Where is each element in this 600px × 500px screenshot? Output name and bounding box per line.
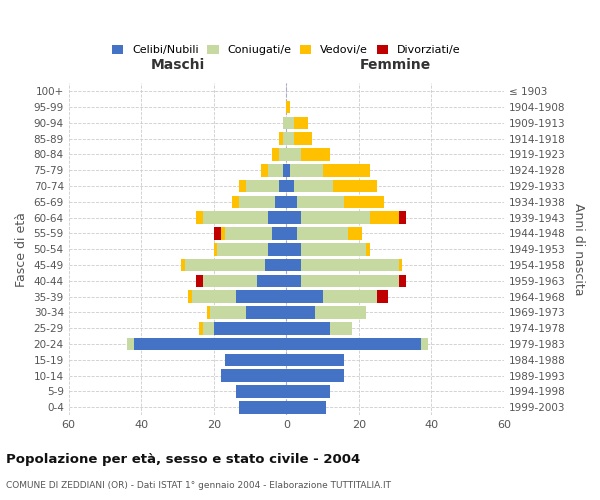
Bar: [203, 212, 268, 224]
Bar: [214, 243, 217, 256]
Bar: [330, 322, 352, 334]
Bar: [134, 338, 286, 350]
Bar: [210, 306, 247, 319]
Bar: [399, 258, 403, 272]
Bar: [370, 212, 399, 224]
Bar: [286, 274, 301, 287]
Bar: [275, 196, 286, 208]
Bar: [344, 196, 384, 208]
Bar: [301, 258, 399, 272]
Bar: [247, 180, 279, 192]
Y-axis label: Anni di nascita: Anni di nascita: [572, 203, 585, 296]
Bar: [286, 116, 293, 129]
Bar: [290, 164, 323, 176]
Bar: [203, 274, 257, 287]
Bar: [203, 322, 214, 334]
Text: Popolazione per età, sesso e stato civile - 2004: Popolazione per età, sesso e stato civil…: [6, 452, 360, 466]
Bar: [239, 196, 275, 208]
Bar: [286, 227, 297, 240]
Bar: [286, 196, 297, 208]
Bar: [239, 180, 247, 192]
Bar: [272, 227, 286, 240]
Bar: [297, 196, 344, 208]
Bar: [206, 306, 210, 319]
Bar: [236, 385, 286, 398]
Bar: [348, 227, 362, 240]
Bar: [196, 274, 203, 287]
Bar: [192, 290, 236, 303]
Bar: [286, 180, 293, 192]
Bar: [377, 290, 388, 303]
Bar: [279, 180, 286, 192]
Text: Femmine: Femmine: [359, 58, 431, 72]
Bar: [366, 243, 370, 256]
Bar: [257, 274, 286, 287]
Bar: [286, 148, 301, 161]
Bar: [283, 132, 286, 145]
Bar: [286, 100, 290, 114]
Text: COMUNE DI ZEDDIANI (OR) - Dati ISTAT 1° gennaio 2004 - Elaborazione TUTTITALIA.I: COMUNE DI ZEDDIANI (OR) - Dati ISTAT 1° …: [6, 480, 391, 490]
Bar: [199, 322, 203, 334]
Bar: [301, 274, 399, 287]
Bar: [214, 322, 286, 334]
Bar: [217, 243, 268, 256]
Bar: [286, 354, 344, 366]
Bar: [323, 290, 377, 303]
Bar: [196, 212, 203, 224]
Bar: [334, 180, 377, 192]
Bar: [399, 212, 406, 224]
Bar: [188, 290, 192, 303]
Bar: [399, 274, 406, 287]
Bar: [286, 258, 301, 272]
Bar: [421, 338, 428, 350]
Bar: [316, 306, 366, 319]
Bar: [224, 227, 272, 240]
Legend: Celibi/Nubili, Coniugati/e, Vedovi/e, Divorziati/e: Celibi/Nubili, Coniugati/e, Vedovi/e, Di…: [110, 42, 463, 58]
Bar: [221, 370, 286, 382]
Bar: [247, 306, 286, 319]
Bar: [279, 132, 283, 145]
Bar: [185, 258, 265, 272]
Bar: [286, 306, 316, 319]
Bar: [286, 370, 344, 382]
Bar: [279, 148, 286, 161]
Bar: [286, 338, 421, 350]
Bar: [232, 196, 239, 208]
Bar: [214, 227, 221, 240]
Bar: [286, 132, 293, 145]
Bar: [127, 338, 134, 350]
Bar: [221, 227, 224, 240]
Bar: [261, 164, 268, 176]
Bar: [293, 116, 308, 129]
Bar: [181, 258, 185, 272]
Bar: [236, 290, 286, 303]
Bar: [293, 180, 334, 192]
Bar: [301, 243, 366, 256]
Bar: [286, 401, 326, 413]
Text: Maschi: Maschi: [151, 58, 205, 72]
Bar: [283, 164, 286, 176]
Bar: [224, 354, 286, 366]
Y-axis label: Fasce di età: Fasce di età: [15, 212, 28, 286]
Bar: [286, 212, 301, 224]
Bar: [286, 385, 330, 398]
Bar: [272, 148, 279, 161]
Bar: [268, 164, 283, 176]
Bar: [268, 243, 286, 256]
Bar: [301, 148, 330, 161]
Bar: [301, 212, 370, 224]
Bar: [268, 212, 286, 224]
Bar: [283, 116, 286, 129]
Bar: [286, 243, 301, 256]
Bar: [265, 258, 286, 272]
Bar: [293, 132, 311, 145]
Bar: [239, 401, 286, 413]
Bar: [286, 164, 290, 176]
Bar: [297, 227, 348, 240]
Bar: [286, 322, 330, 334]
Bar: [286, 290, 323, 303]
Bar: [323, 164, 370, 176]
